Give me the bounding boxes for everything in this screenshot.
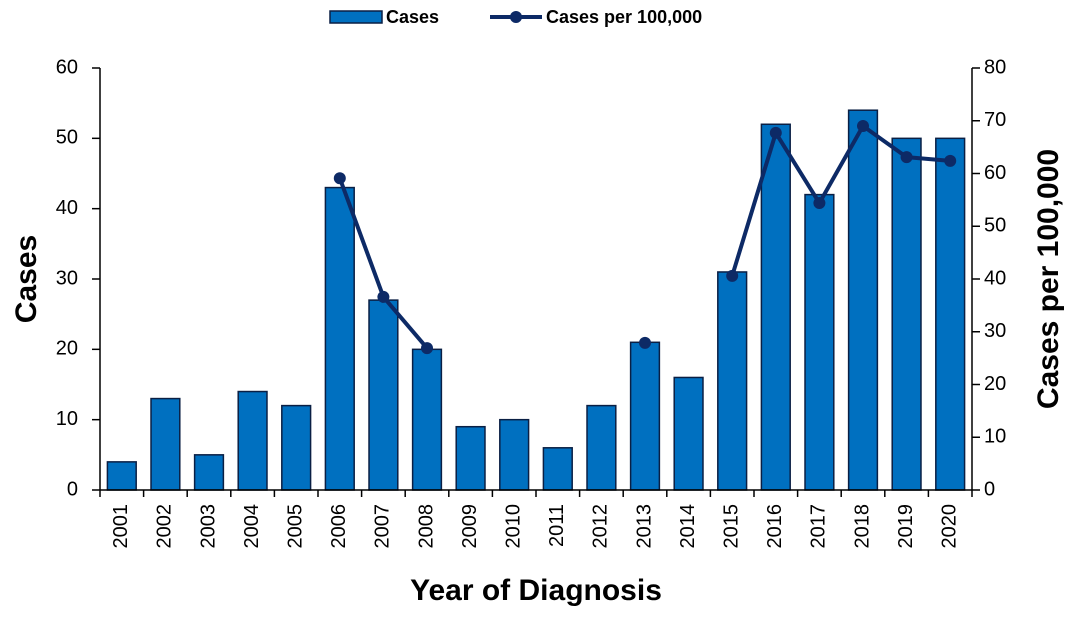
line-marker <box>639 336 651 349</box>
x-tick-label: 2017 <box>808 504 830 549</box>
bar <box>629 341 661 491</box>
x-tick-label: 2009 <box>459 504 481 549</box>
y2-axis-label: Cases per 100,000 <box>1032 149 1065 409</box>
bar <box>150 397 181 491</box>
y-tick-label: 40 <box>56 197 78 219</box>
x-tick-label: 2002 <box>154 504 176 549</box>
bar <box>891 137 922 491</box>
x-tick-label: 2001 <box>110 504 132 549</box>
x-tick-label: 2015 <box>720 504 742 549</box>
x-tick-label: 2010 <box>502 504 524 549</box>
line-marker <box>726 269 739 282</box>
y2-tick-label: 60 <box>984 162 1006 184</box>
line-marker <box>813 197 826 210</box>
legend-swatch <box>329 10 383 24</box>
x-tick-label: 2003 <box>197 504 219 549</box>
line-marker <box>944 154 957 167</box>
line-marker <box>377 290 390 303</box>
bar <box>717 271 748 491</box>
bar <box>411 348 443 491</box>
bar <box>368 299 399 491</box>
y-tick-label: 30 <box>56 267 78 289</box>
x-tick-label: 2019 <box>895 504 917 549</box>
line-marker <box>857 120 869 133</box>
line-marker <box>900 151 913 164</box>
bar <box>847 109 879 491</box>
line-marker <box>421 342 433 355</box>
x-tick-label: 2005 <box>284 504 306 549</box>
x-tick-label: 2013 <box>633 504 655 549</box>
bar <box>804 193 835 491</box>
x-tick-label: 2011 <box>546 504 568 547</box>
bar <box>281 404 312 491</box>
y2-tick-label: 40 <box>984 267 1006 289</box>
y-tick-label: 10 <box>56 408 78 430</box>
x-tick-label: 2004 <box>241 504 263 549</box>
x-tick-label: 2014 <box>677 504 699 549</box>
bar <box>586 404 617 491</box>
y-tick-label: 60 <box>56 56 78 78</box>
x-tick-label: 2008 <box>415 504 437 549</box>
bar <box>106 461 137 491</box>
y2-tick-label: 20 <box>984 373 1006 395</box>
x-tick-label: 2016 <box>764 504 786 549</box>
x-tick-label: 2020 <box>938 504 960 549</box>
bar <box>760 123 791 491</box>
line-marker <box>769 126 782 139</box>
legend-label: Cases per 100,000 <box>546 7 702 27</box>
bar <box>193 454 225 491</box>
y-axis-label: Cases <box>10 235 43 323</box>
y2-tick-label: 30 <box>984 320 1006 342</box>
bar <box>673 376 704 491</box>
bar <box>499 418 530 491</box>
legend-swatch <box>510 11 522 23</box>
y-tick-label: 0 <box>67 478 78 500</box>
y2-tick-label: 70 <box>984 109 1006 131</box>
bar <box>935 137 966 491</box>
y2-tick-label: 10 <box>984 426 1006 448</box>
y2-tick-label: 50 <box>984 215 1006 237</box>
x-tick-label: 2018 <box>851 504 873 549</box>
x-tick-label: 2006 <box>328 504 350 549</box>
y-tick-label: 20 <box>56 338 78 360</box>
x-tick-label: 2012 <box>590 504 612 549</box>
x-axis-label: Year of Diagnosis <box>410 574 662 607</box>
bar <box>542 447 573 491</box>
y-tick-label: 50 <box>56 127 78 149</box>
bar <box>324 186 355 491</box>
bar <box>237 390 268 491</box>
y2-tick-label: 0 <box>984 478 995 500</box>
line-marker <box>333 172 346 185</box>
legend-label: Cases <box>386 7 439 27</box>
bar <box>455 425 486 491</box>
y2-tick-label: 80 <box>984 56 1006 78</box>
x-tick-label: 2007 <box>372 504 394 549</box>
